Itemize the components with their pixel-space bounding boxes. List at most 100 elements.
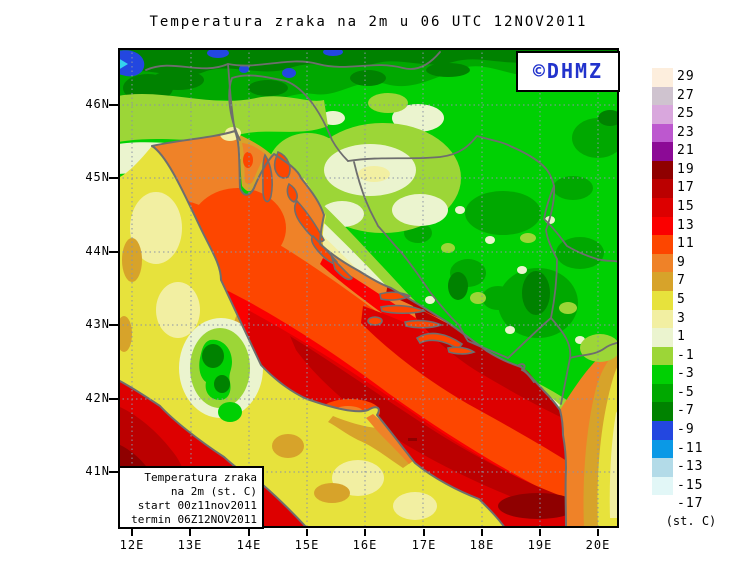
colorbar-cell — [652, 365, 673, 384]
lon-label: 16E — [352, 538, 378, 552]
colorbar-labels: 29 27 25 23 21 19 17 15 13 11 9 7 5 3 1 … — [677, 68, 717, 514]
colorbar-label: 17 — [677, 180, 695, 196]
lon-label: 14E — [236, 538, 262, 552]
lat-tick — [109, 471, 118, 473]
lon-tick — [131, 529, 133, 536]
temperature-map — [116, 48, 624, 529]
colorbar-cell — [652, 142, 673, 161]
colorbar-label: -13 — [677, 459, 704, 475]
lon-tick — [306, 529, 308, 536]
colorbar-label: -5 — [677, 384, 695, 400]
lon-tick — [481, 529, 483, 536]
colorbar-label: 23 — [677, 124, 695, 140]
colorbar-cell — [652, 309, 673, 329]
lon-tick — [189, 529, 191, 536]
coastlines — [117, 130, 567, 529]
lon-label: 19E — [527, 538, 553, 552]
colorbar-label: -11 — [677, 440, 704, 456]
lat-tick — [109, 177, 118, 179]
colorbar-label: 25 — [677, 106, 695, 122]
colorbar-label: 21 — [677, 143, 695, 159]
colorbar-cell — [652, 420, 673, 440]
lat-label: 43N — [85, 317, 110, 331]
colorbar-label: -9 — [677, 421, 695, 437]
dhmz-logo-text: ©DHMZ — [532, 59, 604, 83]
colorbar-cell — [652, 346, 673, 366]
country-borders — [145, 51, 620, 405]
cyan-marker — [118, 58, 128, 70]
colorbar-cell — [652, 68, 673, 87]
colorbar-label: -3 — [677, 366, 695, 382]
colorbar-cell — [652, 253, 673, 273]
colorbar-cell — [652, 216, 673, 236]
colorbar-cell — [652, 198, 673, 217]
colorbar-label: -1 — [677, 347, 695, 363]
colorbar-cell — [652, 179, 673, 199]
colorbar-label: -17 — [677, 496, 704, 512]
lon-tick — [597, 529, 599, 536]
colorbar — [652, 68, 673, 514]
lon-tick — [539, 529, 541, 536]
colorbar-label: 29 — [677, 69, 695, 84]
colorbar-cell — [652, 123, 673, 143]
lon-label: 20E — [585, 538, 611, 552]
colorbar-label: 9 — [677, 254, 686, 270]
lat-label: 42N — [85, 391, 110, 405]
colorbar-cell — [652, 458, 673, 477]
islands — [262, 150, 476, 355]
lon-label: 17E — [411, 538, 437, 552]
colorbar-cell — [652, 439, 673, 459]
map-frame — [118, 48, 619, 528]
lon-label: 18E — [469, 538, 495, 552]
lat-tick — [109, 398, 118, 400]
colorbar-label: 3 — [677, 310, 686, 326]
colorbar-label: 27 — [677, 87, 695, 103]
dhmz-logo: ©DHMZ — [516, 51, 620, 92]
colorbar-cell — [652, 495, 673, 514]
colorbar-label: -7 — [677, 403, 695, 419]
info-line: start 00z11nov2011 — [137, 499, 257, 512]
info-line: na 2m (st. C) — [170, 485, 257, 498]
forecast-info-box: Temperatura zraka na 2m (st. C) start 00… — [118, 466, 264, 529]
lat-tick — [109, 251, 118, 253]
lat-label: 44N — [85, 244, 110, 258]
lon-tick — [423, 529, 425, 536]
colorbar-cell — [652, 328, 673, 347]
colorbar-cell — [652, 86, 673, 106]
colorbar-cell — [652, 476, 673, 496]
colorbar-cell — [652, 290, 673, 310]
colorbar-cell — [652, 272, 673, 291]
lon-tick — [248, 529, 250, 536]
lat-label: 46N — [85, 97, 110, 111]
lon-label: 13E — [177, 538, 203, 552]
graticule — [118, 48, 619, 528]
lat-tick — [109, 104, 118, 106]
info-line: Temperatura zraka — [144, 471, 257, 484]
cold-blue-spots — [118, 48, 343, 78]
colorbar-label: 15 — [677, 199, 695, 215]
page-title: Temperatura zraka na 2m u 06 UTC 12NOV20… — [149, 14, 588, 30]
lat-label: 41N — [85, 464, 110, 478]
colorbar-cell — [652, 105, 673, 124]
colorbar-cell — [652, 235, 673, 254]
colorbar-label: -15 — [677, 477, 704, 493]
info-line: termin 06Z12NOV2011 — [131, 513, 257, 526]
lat-label: 45N — [85, 170, 110, 184]
colorbar-label: 1 — [677, 329, 686, 345]
colorbar-label: 5 — [677, 291, 686, 307]
southeast-land — [560, 334, 620, 528]
temperature-field-svg — [116, 48, 624, 529]
colorbar-cell — [652, 383, 673, 403]
lon-label: 12E — [119, 538, 145, 552]
colorbar-label: 7 — [677, 273, 686, 289]
colorbar-label: 19 — [677, 161, 695, 177]
lat-tick — [109, 324, 118, 326]
colorbar-label: 11 — [677, 236, 695, 252]
colorbar-cell — [652, 160, 673, 180]
colorbar-cell — [652, 402, 673, 421]
lon-label: 15E — [294, 538, 320, 552]
colorbar-unit: (st. C) — [665, 514, 717, 528]
colorbar-label: 13 — [677, 217, 695, 233]
lon-tick — [364, 529, 366, 536]
